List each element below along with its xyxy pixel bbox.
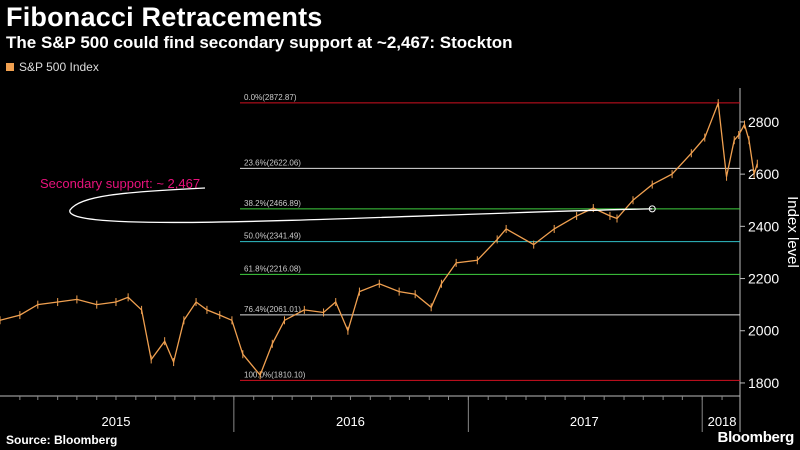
y-axis-title: Index level [784,196,800,268]
y-tick-label: 2200 [748,271,779,287]
legend: S&P 500 Index [6,60,99,74]
fib-level-label: 0.0%(2872.87) [244,93,297,102]
y-tick-label: 1800 [748,375,779,391]
x-tick-label: 2017 [570,414,599,429]
fib-level-label: 38.2%(2466.89) [244,199,301,208]
fib-level-label: 76.4%(2061.01) [244,305,301,314]
annotation-text: Secondary support: ~ 2,467 [40,176,200,191]
annotation-marker [648,205,656,213]
chart-title: Fibonacci Retracements [6,2,323,32]
y-tick-label: 2000 [748,323,779,339]
legend-label: S&P 500 Index [19,60,99,74]
annotation-connector [69,187,653,224]
bloomberg-logo: Bloomberg [717,429,795,446]
x-tick-label: 2015 [102,414,131,429]
chart-subtitle: The S&P 500 could find secondary support… [6,33,513,52]
x-tick-label: 2016 [336,414,365,429]
fib-level-label: 100.0%(1810.10) [244,370,306,379]
fib-level-label: 23.6%(2622.06) [244,158,301,167]
x-tick-label: 2018 [708,414,737,429]
y-tick-label: 2800 [748,114,779,130]
fib-level-label: 61.8%(2216.08) [244,264,301,273]
y-tick-label: 2400 [748,218,779,234]
fib-level-label: 50.0%(2341.49) [244,232,301,241]
series-line [0,102,758,377]
legend-swatch [6,63,14,71]
source-note: Source: Bloomberg [6,433,118,447]
